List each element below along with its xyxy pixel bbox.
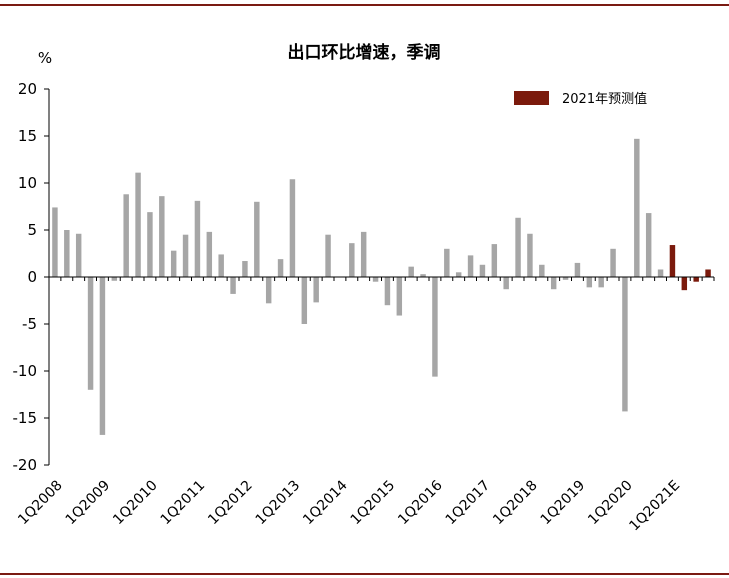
- bar: [254, 201, 260, 277]
- x-tick-label: 1Q2010: [110, 478, 161, 529]
- x-tick-label: 1Q2019: [538, 478, 589, 529]
- bar: [598, 277, 604, 288]
- x-tick-label: 1Q2011: [158, 478, 209, 529]
- y-tick-label: 0: [27, 268, 37, 286]
- y-tick-label: 15: [18, 127, 37, 145]
- y-tick-label: 5: [27, 221, 37, 239]
- bar: [159, 196, 165, 277]
- bar: [420, 274, 426, 277]
- forecast-bar: [669, 245, 676, 277]
- bar: [384, 277, 391, 306]
- bar: [622, 277, 628, 412]
- y-tick-label: -20: [13, 456, 38, 474]
- bar: [550, 277, 557, 290]
- x-tick-label: 1Q2018: [490, 478, 541, 529]
- bar: [123, 194, 129, 277]
- bar: [170, 250, 177, 277]
- bar: [194, 200, 201, 277]
- x-tick-label: 1Q2021E: [626, 478, 683, 535]
- bar: [408, 266, 414, 277]
- bar: [574, 262, 581, 277]
- bar: [230, 277, 236, 294]
- bars: [52, 138, 711, 435]
- y-tick-label: -10: [13, 362, 38, 380]
- y-tick-label: -5: [22, 315, 37, 333]
- bar: [539, 264, 545, 277]
- bar: [455, 272, 462, 277]
- y-axis-unit: %: [38, 49, 52, 67]
- x-tick-label: 1Q2013: [253, 478, 304, 529]
- bar: [99, 277, 106, 435]
- forecast-bar: [705, 269, 711, 277]
- x-tick-label: 1Q2014: [300, 477, 351, 528]
- bar: [64, 230, 70, 277]
- bar: [372, 277, 379, 282]
- forecast-bar: [693, 277, 699, 282]
- bar: [301, 277, 308, 324]
- bar: [527, 233, 533, 277]
- x-tick-label: 1Q2016: [395, 477, 446, 528]
- bottom-rule: [0, 573, 729, 575]
- bar: [432, 277, 438, 377]
- bar: [360, 231, 367, 277]
- bar: [75, 233, 82, 277]
- legend-label: 2021年预测值: [562, 91, 647, 107]
- bar: [586, 277, 593, 288]
- bar: [313, 277, 319, 303]
- bar: [277, 259, 284, 277]
- x-tick-label: 1Q2008: [15, 478, 66, 529]
- y-axis-ticks: 20 15 10 5 0 -5 -10 -15 -20: [13, 80, 49, 474]
- bar: [515, 217, 521, 277]
- bar: [111, 277, 118, 281]
- x-tick-label: 1Q2015: [348, 478, 399, 529]
- bar: [610, 248, 616, 277]
- x-axis-ticks: 1Q20081Q20091Q20101Q20111Q20121Q20131Q20…: [15, 477, 683, 534]
- x-tick-label: 1Q2012: [205, 478, 256, 529]
- legend: 2021年预测值: [514, 91, 647, 107]
- bar: [467, 255, 474, 277]
- bar: [87, 277, 94, 390]
- bar: [503, 277, 509, 290]
- y-tick-label: 10: [18, 174, 37, 192]
- top-rule: [0, 4, 729, 6]
- bar: [479, 264, 486, 277]
- y-tick-label: 20: [18, 80, 37, 98]
- y-tick-label: -15: [13, 409, 38, 427]
- bar: [645, 213, 652, 277]
- bar: [349, 243, 355, 277]
- legend-swatch: [514, 91, 549, 105]
- bar: [444, 248, 450, 277]
- bar: [135, 172, 141, 277]
- bar: [634, 138, 640, 277]
- bar: [182, 234, 189, 277]
- axes: [48, 89, 715, 465]
- forecast-bar: [681, 277, 688, 291]
- bar: [491, 244, 498, 277]
- bar: [206, 231, 213, 277]
- bar: [289, 179, 296, 277]
- bar: [325, 234, 331, 277]
- bar: [657, 269, 664, 277]
- bar: [265, 277, 272, 304]
- x-tick-label: 1Q2017: [443, 478, 494, 529]
- bar: [218, 254, 224, 277]
- bar: [562, 277, 569, 280]
- x-tick-label: 1Q2009: [63, 478, 114, 529]
- bar: [52, 207, 58, 277]
- bar: [147, 212, 153, 277]
- chart-title: 出口环比增速，季调: [288, 42, 441, 63]
- bar: [396, 277, 403, 316]
- bar: [242, 261, 248, 277]
